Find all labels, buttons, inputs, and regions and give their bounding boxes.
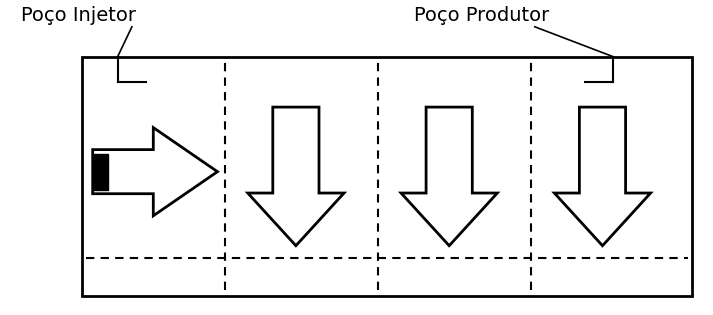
Text: Poço Injetor: Poço Injetor (21, 6, 136, 25)
Text: Poço Produtor: Poço Produtor (414, 6, 549, 25)
Polygon shape (93, 128, 217, 216)
Polygon shape (401, 107, 498, 246)
Bar (82, 57, 692, 296)
Polygon shape (248, 107, 344, 246)
Bar (93, 153, 108, 190)
Polygon shape (555, 107, 650, 246)
